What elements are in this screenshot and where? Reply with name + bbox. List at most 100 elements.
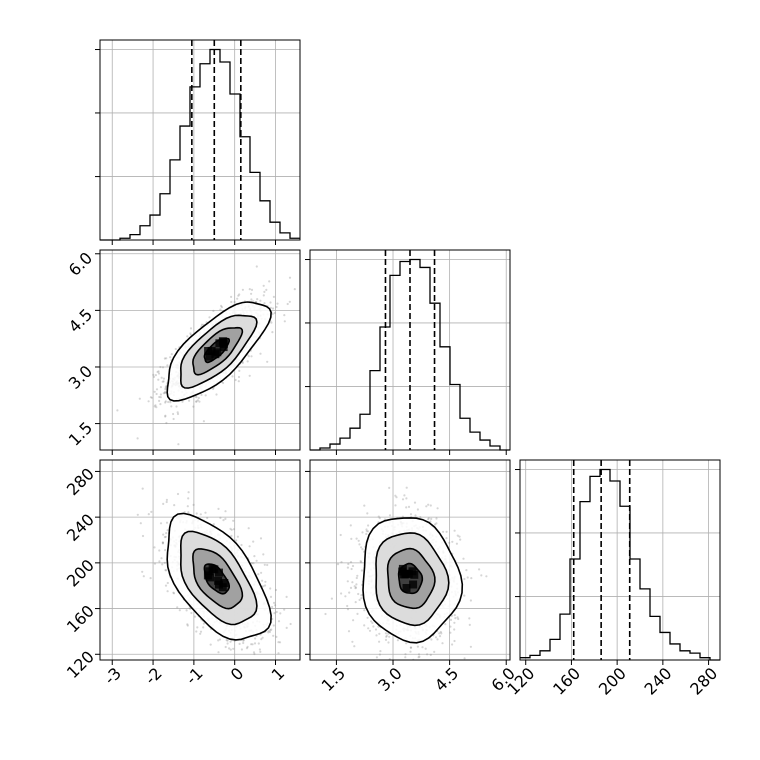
scatter-point — [242, 639, 245, 642]
scatter-point — [453, 621, 456, 624]
scatter-point — [165, 532, 168, 535]
scatter-point — [232, 528, 235, 531]
scatter-point — [394, 494, 397, 497]
scatter-point — [253, 555, 256, 558]
scatter-point — [434, 636, 438, 639]
scatter-point — [375, 656, 378, 659]
scatter-point — [238, 642, 241, 646]
scatter-point — [456, 663, 458, 665]
scatter-point — [159, 403, 162, 406]
scatter-point — [459, 538, 462, 541]
histogram-bar-step — [520, 468, 720, 661]
scatter-point — [358, 543, 361, 546]
scatter-point — [429, 653, 432, 657]
scatter-point — [263, 563, 266, 566]
panel-frame — [309, 249, 511, 451]
scatter-point — [418, 655, 421, 658]
scatter-point — [455, 542, 458, 545]
scatter-point — [237, 375, 241, 379]
scatter-point — [139, 522, 142, 525]
scatter-point — [165, 498, 168, 501]
scatter-point — [217, 507, 220, 510]
density-bin — [208, 564, 217, 573]
scatter-point — [463, 657, 466, 660]
scatter-point — [351, 564, 355, 568]
scatter-point — [149, 396, 152, 399]
scatter-point — [234, 378, 237, 382]
scatter-point — [416, 645, 419, 648]
scatter-point — [259, 352, 262, 355]
scatter-point — [236, 297, 239, 300]
scatter-point — [360, 561, 363, 564]
scatter-point — [248, 288, 251, 291]
scatter-point — [271, 307, 275, 310]
y-tick-label-p2: 160 — [63, 601, 98, 636]
y-tick-label-p2: 200 — [63, 556, 98, 591]
scatter-point — [141, 534, 145, 538]
scatter-point — [186, 335, 189, 338]
y-tick-label-p2: 120 — [63, 647, 98, 682]
scatter-point — [361, 548, 364, 551]
scatter-point — [248, 374, 251, 377]
scatter-point — [176, 412, 180, 416]
scatter-point — [200, 393, 203, 396]
x-tick-label-p1: 3.0 — [374, 664, 405, 695]
scatter-point — [485, 575, 488, 578]
scatter-point — [466, 576, 469, 579]
scatter-point — [347, 562, 350, 566]
scatter-point — [274, 588, 278, 592]
scatter-point — [265, 288, 268, 291]
scatter-point — [409, 646, 413, 649]
scatter-point — [463, 594, 466, 597]
scatter-point — [462, 557, 465, 560]
scatter-point — [269, 301, 272, 304]
scatter-point — [259, 650, 262, 654]
scatter-point — [185, 609, 188, 612]
scatter-point — [405, 486, 408, 489]
scatter-point — [449, 631, 452, 634]
scatter-point — [448, 541, 451, 544]
scatter-point — [360, 569, 363, 572]
scatter-point — [246, 360, 249, 363]
scatter-point — [349, 524, 352, 527]
scatter-point — [278, 641, 282, 644]
scatter-point — [253, 642, 257, 645]
scatter-point — [170, 405, 173, 408]
scatter-point — [189, 332, 192, 335]
scatter-point — [172, 412, 175, 416]
scatter-point — [164, 549, 167, 552]
scatter-point — [273, 612, 276, 615]
scatter-point — [288, 276, 292, 279]
scatter-point — [348, 591, 351, 594]
scatter-point — [353, 585, 356, 588]
scatter-point — [225, 639, 228, 642]
scatter-point — [209, 643, 212, 646]
x-tick-label-p2: 200 — [595, 664, 630, 699]
scatter-point — [469, 645, 472, 648]
scatter-point — [226, 642, 229, 645]
scatter-point — [435, 517, 438, 520]
scatter-point — [157, 372, 161, 375]
scatter-point — [419, 516, 422, 519]
scatter-point — [195, 512, 198, 515]
scatter-point — [285, 595, 288, 599]
scatter-point — [165, 569, 168, 572]
scatter-point — [270, 628, 273, 631]
scatter-point — [378, 640, 381, 643]
scatter-point — [175, 405, 178, 408]
scatter-point — [405, 506, 408, 509]
scatter-point — [154, 374, 157, 377]
scatter-point — [351, 581, 354, 584]
scatter-point — [230, 300, 233, 304]
scatter-point — [458, 535, 461, 538]
scatter-point — [240, 648, 243, 651]
scatter-point — [277, 652, 280, 655]
scatter-point — [425, 505, 428, 508]
scatter-point — [237, 380, 240, 383]
scatter-point — [269, 629, 272, 632]
scatter-point — [424, 647, 427, 650]
scatter-point — [283, 608, 286, 611]
scatter-point — [212, 523, 215, 526]
scatter-point — [286, 302, 289, 306]
